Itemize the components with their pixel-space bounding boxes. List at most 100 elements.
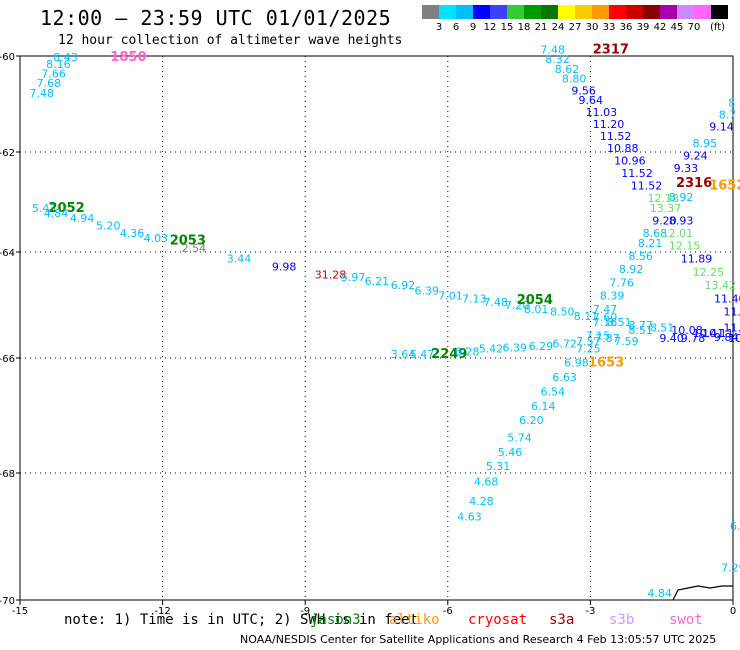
wave-height-label: 8.21 (638, 237, 663, 250)
colorbar-swatch (490, 5, 507, 19)
wave-height-label: 8.7 (719, 108, 737, 121)
wave-height-label: 6.20 (519, 414, 544, 427)
colorbar-swatch (643, 5, 660, 19)
lat-tick-label: -64 (0, 248, 15, 259)
wave-height-label: 5.43 (32, 202, 56, 215)
wave-height-label: 9.78 (681, 332, 706, 345)
wave-height-label: 6.72 (552, 337, 577, 350)
wave-height-label: 11. (723, 306, 740, 319)
note-text: note: 1) Time is in UTC; 2) SWH is in fe… (64, 612, 419, 628)
wave-height-label: 11.89 (681, 253, 713, 266)
wave-height-label: 9.64 (579, 94, 604, 107)
wave-height-label: 9.56 (571, 84, 596, 97)
wave-height-label: 13.42 (704, 279, 736, 292)
colorbar-swatch (456, 5, 473, 19)
wave-height-label: 4.03 (144, 232, 169, 245)
wave-height-label: 8.39 (600, 290, 625, 303)
wave-height-label: 9.24 (683, 150, 708, 163)
wave-height-label: 10.08 (671, 324, 703, 337)
wave-height-label: 7.25 (576, 343, 601, 356)
colorbar-tick-label: 36 (619, 22, 633, 33)
lat-tick-label: -70 (0, 596, 15, 607)
wave-height-label: 8.62 (555, 63, 580, 76)
satellite-label-jason3: jason3 (310, 612, 361, 628)
wave-height-label: 8.80 (562, 72, 587, 85)
wave-height-label: 11.52 (600, 130, 632, 143)
wave-height-label: 7.48 (483, 296, 508, 309)
lon-tick-label: -15 (12, 606, 28, 617)
wave-height-label: 7.60 (593, 311, 618, 324)
wave-height-label: 11.52 (621, 167, 653, 180)
lon-tick-label: 0 (730, 606, 736, 617)
colorbar-tick-label: 39 (636, 22, 650, 33)
colorbar-swatch (592, 5, 609, 19)
coastline (672, 585, 733, 601)
pass-time-label: 2053 (170, 234, 206, 249)
wave-height-label: 8.51 (628, 324, 653, 337)
wave-height-label: 4.63 (457, 511, 482, 524)
wave-height-label: 10.41 (693, 327, 725, 340)
wave-height-label: 9.84 (714, 331, 739, 344)
colorbar-swatch (694, 5, 711, 19)
wave-height-label: 31.28 (315, 269, 347, 282)
wave-height-label: 11.52 (631, 180, 663, 193)
wave-height-label: 6.14 (531, 400, 556, 413)
wave-height-label: 11.51 (723, 322, 740, 335)
wave-height-label: 5.46 (498, 446, 522, 459)
wave-height-label: 5.42 (479, 343, 504, 356)
wave-height-label: 8.92 (619, 263, 644, 276)
pass-time-label: 2054 (517, 293, 553, 308)
pass-time-label: 1653 (588, 356, 624, 371)
page-title: 12:00 – 23:59 UTC 01/01/2025 (40, 6, 392, 30)
wave-height-label: 5.97 (341, 271, 366, 284)
wave-height-label: 4.84 (647, 587, 672, 600)
wave-height-label: 2.54 (182, 242, 207, 255)
lon-tick-label: -6 (443, 606, 453, 617)
wave-height-label: 9.20 (652, 215, 677, 228)
wave-height-label: 7.29 (721, 561, 740, 574)
wave-height-label: 11.03 (586, 106, 618, 119)
page-subtitle: 12 hour collection of altimeter wave hei… (58, 33, 403, 48)
lon-tick-label: -12 (154, 606, 170, 617)
wave-height-label: 5.74 (507, 431, 532, 444)
wave-height-label: 12.15 (669, 240, 701, 253)
wave-height-label: 8.01 (524, 303, 549, 316)
colorbar-tick-label: 33 (602, 22, 616, 33)
colorbar-swatch (541, 5, 558, 19)
colorbar-tick-label: 9 (469, 22, 477, 33)
wave-height-label: 8.93 (669, 215, 694, 228)
wave-height-label: 6.39 (502, 342, 527, 355)
wave-height-label: 4.94 (70, 212, 95, 225)
wave-height-label: 3.64 (391, 348, 416, 361)
wave-height-label: 4.68 (474, 476, 499, 489)
wave-height-label: 4.84 (44, 207, 68, 220)
wave-height-label: 6.28 (455, 345, 480, 358)
wave-height-label: 7.87 (595, 332, 620, 345)
pass-time-label: 2317 (593, 43, 629, 58)
wave-height-label: 6.54 (540, 385, 565, 398)
colorbar-swatch (711, 5, 728, 19)
wave-height-label: 12.18 (647, 192, 679, 205)
wave-height-label: 7.66 (41, 68, 66, 81)
wave-height-label: 6.39 (415, 284, 440, 297)
wave-height-label: 8.32 (545, 53, 570, 66)
wave-height-label: 8 (728, 96, 735, 109)
pass-time-label: 1850 (110, 50, 146, 65)
colorbar-tick-label: 70 (687, 22, 701, 33)
wave-height-label: 8.51 (650, 322, 675, 335)
colorbar-swatch (473, 5, 490, 19)
wave-height-label: 9.14 (709, 120, 734, 133)
lon-tick-label: -9 (300, 606, 310, 617)
wave-height-label: 9.33 (674, 162, 699, 175)
colorbar-tick-label: 3 (435, 22, 443, 33)
wave-height-label: 6.98 (564, 357, 589, 370)
wave-height-label: 7.20 (505, 299, 529, 312)
wave-height-label: 8.77 (628, 319, 653, 332)
wave-height-label: 11.20 (593, 118, 625, 131)
colorbar-tick-label: 24 (551, 22, 565, 33)
colorbar-swatch (524, 5, 541, 19)
wave-height-label: 4.36 (120, 227, 145, 240)
wave-height-label: 5.47 (410, 348, 435, 361)
wave-height-label: 8.56 (628, 250, 653, 263)
